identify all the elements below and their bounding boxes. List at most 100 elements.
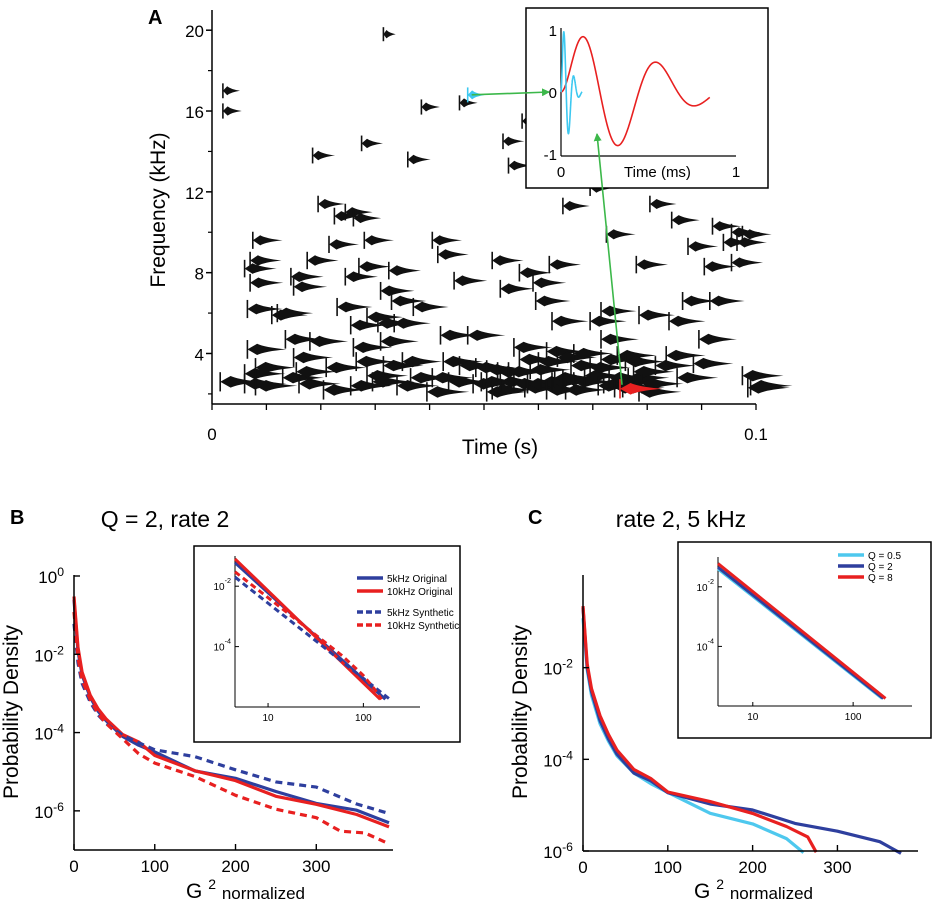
gammatone-marker-65 [453, 271, 488, 290]
gammatone-marker-49 [387, 261, 421, 280]
panel-a-y-tick-label-3: 16 [185, 103, 204, 122]
gammatone-marker-141 [670, 211, 700, 229]
gammatone-marker-25 [325, 358, 367, 378]
panel-c-inset-series-2 [717, 562, 887, 700]
panel-b-inset-y-tick-label-1-base: 10 [213, 643, 225, 654]
panel-c-y-label: Probability Density [509, 625, 532, 799]
panel-c-y-tick-label-1: 10-4 [543, 748, 573, 770]
gammatone-marker-shape-14 [277, 307, 314, 319]
gammatone-marker-2 [243, 259, 277, 278]
panel-b-x-tick-label-1: 100 [141, 857, 169, 876]
gammatone-marker-shape-65 [454, 275, 488, 286]
gammatone-marker-21 [306, 251, 339, 270]
panel-a-inset-y-tick-label-0: 1 [549, 23, 557, 40]
gammatone-marker-shape-12 [255, 361, 296, 374]
gammatone-marker-36 [352, 338, 393, 357]
panel-a-inset-x-tick-label-0: 0 [557, 164, 565, 181]
gammatone-marker-129 [624, 352, 666, 372]
gammatone-marker-shape-18 [293, 281, 328, 293]
gammatone-marker-57 [420, 99, 440, 115]
panel-c-inset-y-tick-label-1-exp: -4 [708, 636, 714, 645]
gammatone-marker-shape-77 [500, 283, 535, 295]
gammatone-marker-shape-63 [443, 355, 484, 368]
gammatone-marker-147 [703, 257, 737, 276]
gammatone-marker-shape-60 [432, 372, 474, 384]
gammatone-marker-shape-15 [282, 372, 324, 384]
gammatone-marker-shape-52 [397, 380, 439, 392]
gammatone-marker-139 [665, 346, 706, 365]
gammatone-marker-shape-11 [255, 380, 298, 392]
gammatone-marker-shape-33 [350, 319, 388, 331]
panel-a-inset-y-tick-label-1: 0 [549, 85, 557, 102]
gammatone-marker-shape-139 [666, 349, 706, 362]
panel-b-y-tick-label-0-exp: 0 [57, 565, 64, 579]
gammatone-marker-51 [393, 314, 431, 333]
panel-c-inset-y-tick-label-1-base: 10 [696, 642, 708, 653]
gammatone-marker-shape-152 [731, 257, 764, 268]
gammatone-marker-143 [681, 291, 718, 311]
gammatone-marker-67 [458, 95, 478, 111]
gammatone-marker-130 [627, 368, 670, 388]
gammatone-marker-105 [570, 356, 612, 376]
highlight-marker-red-0 [619, 379, 663, 399]
panel-c-y-tick-label-2: 10-6 [543, 840, 573, 862]
gammatone-marker-152 [730, 253, 764, 272]
panel-c-y-tick-label-2-base: 10 [543, 843, 562, 862]
gammatone-marker-68 [466, 326, 506, 345]
panel-a-y-tick-label-4: 20 [185, 22, 204, 41]
gammatone-marker-134 [638, 305, 675, 325]
panel-b-legend-label-2: 5kHz Synthetic [387, 608, 454, 619]
panel-b-series-2 [72, 623, 390, 816]
panel-c-x-label-g: G [694, 880, 710, 903]
panel-b-legend-label-3: 10kHz Synthetic [387, 621, 459, 632]
gammatone-marker-95 [545, 342, 586, 361]
gammatone-marker-112 [589, 312, 627, 331]
gammatone-marker-18 [292, 277, 328, 296]
gammatone-marker-shape-40 [364, 235, 394, 246]
gammatone-marker-shape-20 [299, 378, 341, 390]
panel-b-legend-label-1: 10kHz Original [387, 587, 453, 598]
panel-b-series-3 [72, 611, 390, 846]
gammatone-marker-shape-24 [323, 384, 366, 396]
gammatone-marker-103 [562, 197, 590, 215]
gammatone-marker-122 [605, 225, 636, 243]
panel-a-y-tick-label-0: 4 [195, 345, 204, 364]
gammatone-marker-33 [349, 316, 388, 335]
gammatone-marker-34 [349, 376, 393, 396]
panel-c-inset-x-tick-label-0: 10 [747, 712, 759, 723]
gammatone-marker-shape-17 [290, 271, 324, 282]
panel-a-x-ticks: 0 0.1 [207, 404, 768, 444]
panel-a-inset-y-tick-label-2: -1 [544, 147, 557, 164]
panel-b-x-tick-label-0: 0 [69, 857, 78, 876]
gammatone-marker-shape-43 [372, 376, 415, 388]
panel-c-inset-frame [677, 541, 932, 739]
gammatone-marker-39 [360, 135, 384, 152]
panel-b-y-tick-label-0-base: 10 [38, 568, 57, 587]
gammatone-marker-145 [692, 354, 734, 374]
gammatone-marker-117 [600, 302, 637, 321]
gammatone-marker-148 [708, 291, 745, 311]
gammatone-marker-shape-104 [565, 384, 608, 396]
gammatone-marker-8 [219, 372, 262, 392]
panel-b-x-tick-label-3: 300 [302, 857, 330, 876]
gammatone-marker-shape-27 [296, 366, 337, 378]
gammatone-marker-shape-55 [410, 372, 452, 384]
gammatone-marker-97 [548, 255, 581, 274]
gammatone-marker-shape-21 [307, 255, 339, 266]
panel-c-inset-x-tick-label-1: 100 [845, 712, 862, 723]
panel-a-inset-series-red [560, 35, 711, 147]
gammatone-marker-shape-48 [383, 359, 424, 372]
panel-c: 10-210-410-6 0 100 200 300 Probability Dens… [509, 541, 932, 903]
gammatone-marker-shape-28 [309, 335, 349, 347]
gammatone-marker-shape-34 [350, 380, 393, 392]
gammatone-marker-15 [281, 368, 324, 388]
gammatone-marker-shape-101 [557, 351, 597, 364]
gammatone-marker-shape-105 [571, 359, 612, 372]
panel-b-y-tick-label-3: 10-6 [34, 800, 64, 822]
gammatone-marker-55 [409, 368, 452, 388]
gammatone-marker-shape-147 [704, 261, 737, 272]
gammatone-marker-shape-4 [247, 303, 283, 315]
gammatone-marker-77 [499, 279, 535, 298]
panel-c-inset-series-1 [717, 566, 885, 700]
